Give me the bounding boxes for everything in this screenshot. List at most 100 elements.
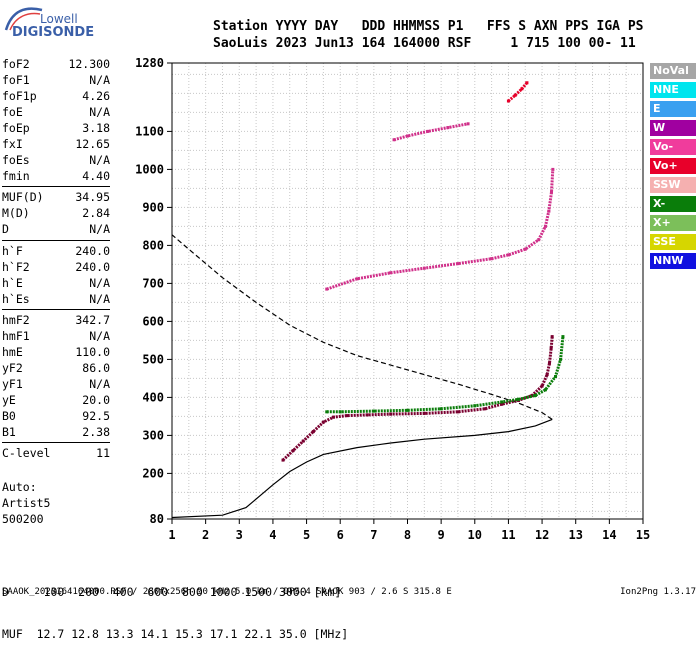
y-tick-label: 1100 — [135, 124, 164, 138]
echo-point — [559, 357, 563, 361]
y-tick-label: 400 — [142, 390, 164, 404]
echo-point — [331, 415, 335, 419]
parameter-value: N/A — [89, 222, 110, 237]
echo-point — [500, 402, 504, 406]
echo-point — [311, 430, 315, 434]
x-tick-label: 12 — [535, 528, 549, 542]
legend-item: SSE — [650, 234, 696, 250]
parameter-row: M(D) 2.84 — [2, 205, 110, 221]
echo-point — [473, 404, 477, 408]
parameter-separator — [2, 442, 110, 444]
echo-point — [345, 414, 349, 418]
parameter-value: 20.0 — [82, 392, 110, 407]
parameter-value: 12.300 — [68, 57, 110, 71]
parameter-name: yE — [2, 392, 16, 407]
parameter-row: foF1 N/A — [2, 72, 110, 88]
parameter-row: foEp 3.18 — [2, 120, 110, 136]
parameter-row: yE 20.0 — [2, 392, 110, 408]
x-tick-label: 3 — [236, 528, 243, 542]
echo-point — [325, 287, 329, 291]
echo-point — [490, 257, 494, 261]
x-tick-label: 6 — [337, 528, 344, 542]
parameter-name: h`Es — [2, 291, 30, 306]
parameter-name: yF2 — [2, 360, 23, 375]
parameter-value: 86.0 — [82, 360, 110, 375]
echo-point — [561, 335, 565, 339]
y-tick-label: 700 — [142, 276, 164, 290]
parameter-row: hmE 110.0 — [2, 344, 110, 360]
parameter-value: N/A — [89, 105, 110, 120]
y-tick-label: 500 — [142, 352, 164, 366]
legend-item: NNE — [650, 82, 696, 98]
parameter-name: fxI — [2, 137, 23, 152]
parameter-value: N/A — [89, 275, 110, 290]
parameter-row: h`Es N/A — [2, 291, 110, 307]
echo-point — [483, 407, 487, 411]
echo-point — [281, 458, 285, 462]
distance-row: D 100 200 400 600 800 1000 1500 3000 [km… — [2, 585, 342, 599]
autoscale-line-3: 500200 — [2, 512, 44, 526]
parameter-name: foEp — [2, 121, 30, 136]
electron-density-profile — [171, 418, 553, 519]
parameter-row: foF2 12.300 — [2, 56, 110, 72]
legend-item: Vo+ — [650, 158, 696, 174]
parameter-value: N/A — [89, 376, 110, 391]
parameter-row: fmin 4.40 — [2, 168, 110, 184]
parameter-row: B1 2.38 — [2, 424, 110, 440]
echo-point — [389, 271, 393, 275]
y-tick-label: 600 — [142, 314, 164, 328]
echo-point — [549, 190, 553, 194]
parameter-value: 92.5 — [82, 408, 110, 423]
file-footer: SAAOK_2023164164000.RSF / 280fx256h 50 k… — [2, 587, 452, 597]
echo-point — [533, 394, 537, 397]
legend-item: X+ — [650, 215, 696, 231]
parameter-row: MUF(D) 34.95 — [2, 189, 110, 205]
y-tick-label: 1000 — [135, 162, 164, 176]
parameter-name: D — [2, 222, 9, 237]
echo-point — [406, 408, 409, 412]
parameter-value: 34.95 — [75, 190, 110, 205]
echo-point — [525, 81, 529, 85]
x-tick-label: 2 — [202, 528, 209, 542]
parameter-row: foF1p 4.26 — [2, 88, 110, 104]
parameter-name: h`F — [2, 243, 23, 258]
parameter-separator — [2, 186, 110, 188]
echo-point — [554, 375, 558, 378]
echo-point — [325, 410, 329, 414]
parameter-value: 4.40 — [82, 169, 110, 184]
version-label: Ion2Png 1.3.17 — [620, 587, 696, 597]
echo-point — [517, 397, 521, 401]
parameter-row: foE N/A — [2, 104, 110, 120]
echo-point — [321, 420, 325, 424]
x-tick-label: 14 — [602, 528, 616, 542]
legend-item: Vo- — [650, 139, 696, 155]
echo-point — [547, 209, 551, 213]
profile-topside-dashed — [171, 234, 553, 420]
parameter-name: yF1 — [2, 376, 23, 391]
echo-point — [550, 335, 554, 339]
echo-point — [456, 262, 460, 266]
parameter-name: foEs — [2, 153, 30, 168]
parameter-name: MUF(D) — [2, 190, 44, 205]
echo-trace — [281, 336, 554, 462]
parameter-name: foF1p — [2, 89, 37, 104]
parameter-row: h`E N/A — [2, 275, 110, 291]
legend-item: NNW — [650, 253, 696, 269]
echo-point — [422, 266, 426, 270]
echo-point — [545, 373, 549, 377]
echo-point — [506, 253, 510, 257]
echo-point — [446, 126, 450, 130]
parameter-row: fxI 12.65 — [2, 136, 110, 152]
parameter-name: fmin — [2, 169, 30, 184]
echo-point — [500, 400, 504, 404]
echo-point — [338, 410, 342, 414]
echo-point — [543, 224, 547, 228]
parameter-name: h`F2 — [2, 259, 30, 274]
echo-point — [543, 388, 547, 392]
y-tick-label: 200 — [142, 466, 164, 480]
x-tick-label: 11 — [501, 528, 515, 542]
parameter-row: D N/A — [2, 221, 110, 237]
parameter-name: h`E — [2, 275, 23, 290]
parameter-name: B0 — [2, 408, 16, 423]
echo-point — [549, 346, 553, 350]
